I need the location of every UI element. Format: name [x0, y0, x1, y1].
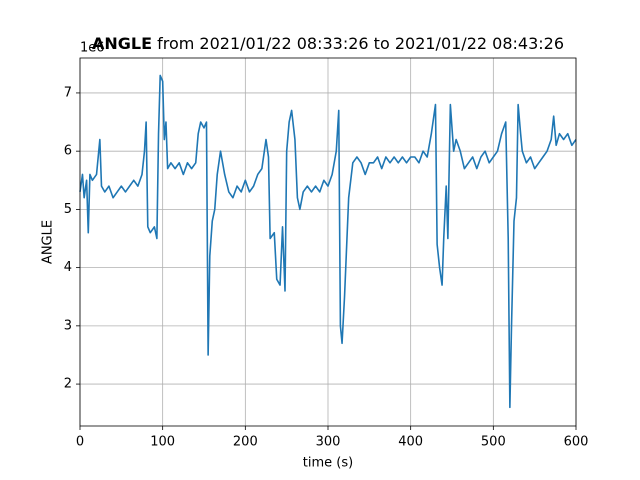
- x-tick-label: 0: [76, 435, 84, 450]
- y-tick-label: 2: [64, 377, 72, 392]
- x-tick-label: 600: [564, 435, 589, 450]
- y-axis-label: ANGLE: [41, 220, 56, 264]
- title-bold: ANGLE: [92, 34, 152, 53]
- chart-title: ANGLE from 2021/01/22 08:33:26 to 2021/0…: [92, 34, 564, 53]
- y-tick-label: 7: [64, 85, 72, 100]
- y-tick-label: 3: [64, 318, 72, 333]
- x-tick-label: 200: [233, 435, 258, 450]
- plot-frame: [79, 57, 577, 427]
- x-tick-label: 400: [398, 435, 423, 450]
- x-tick-label: 100: [150, 435, 175, 450]
- x-tick-label: 300: [316, 435, 341, 450]
- x-tick-label: 500: [481, 435, 506, 450]
- y-offset-label: 1e6: [80, 41, 105, 56]
- y-tick-label: 6: [64, 144, 72, 159]
- data-line: [79, 74, 577, 409]
- x-axis-label: time (s): [303, 456, 353, 471]
- title-rest: from 2021/01/22 08:33:26 to 2021/01/22 0…: [157, 34, 564, 53]
- y-tick-label: 4: [64, 260, 72, 275]
- y-tick-label: 5: [64, 202, 72, 217]
